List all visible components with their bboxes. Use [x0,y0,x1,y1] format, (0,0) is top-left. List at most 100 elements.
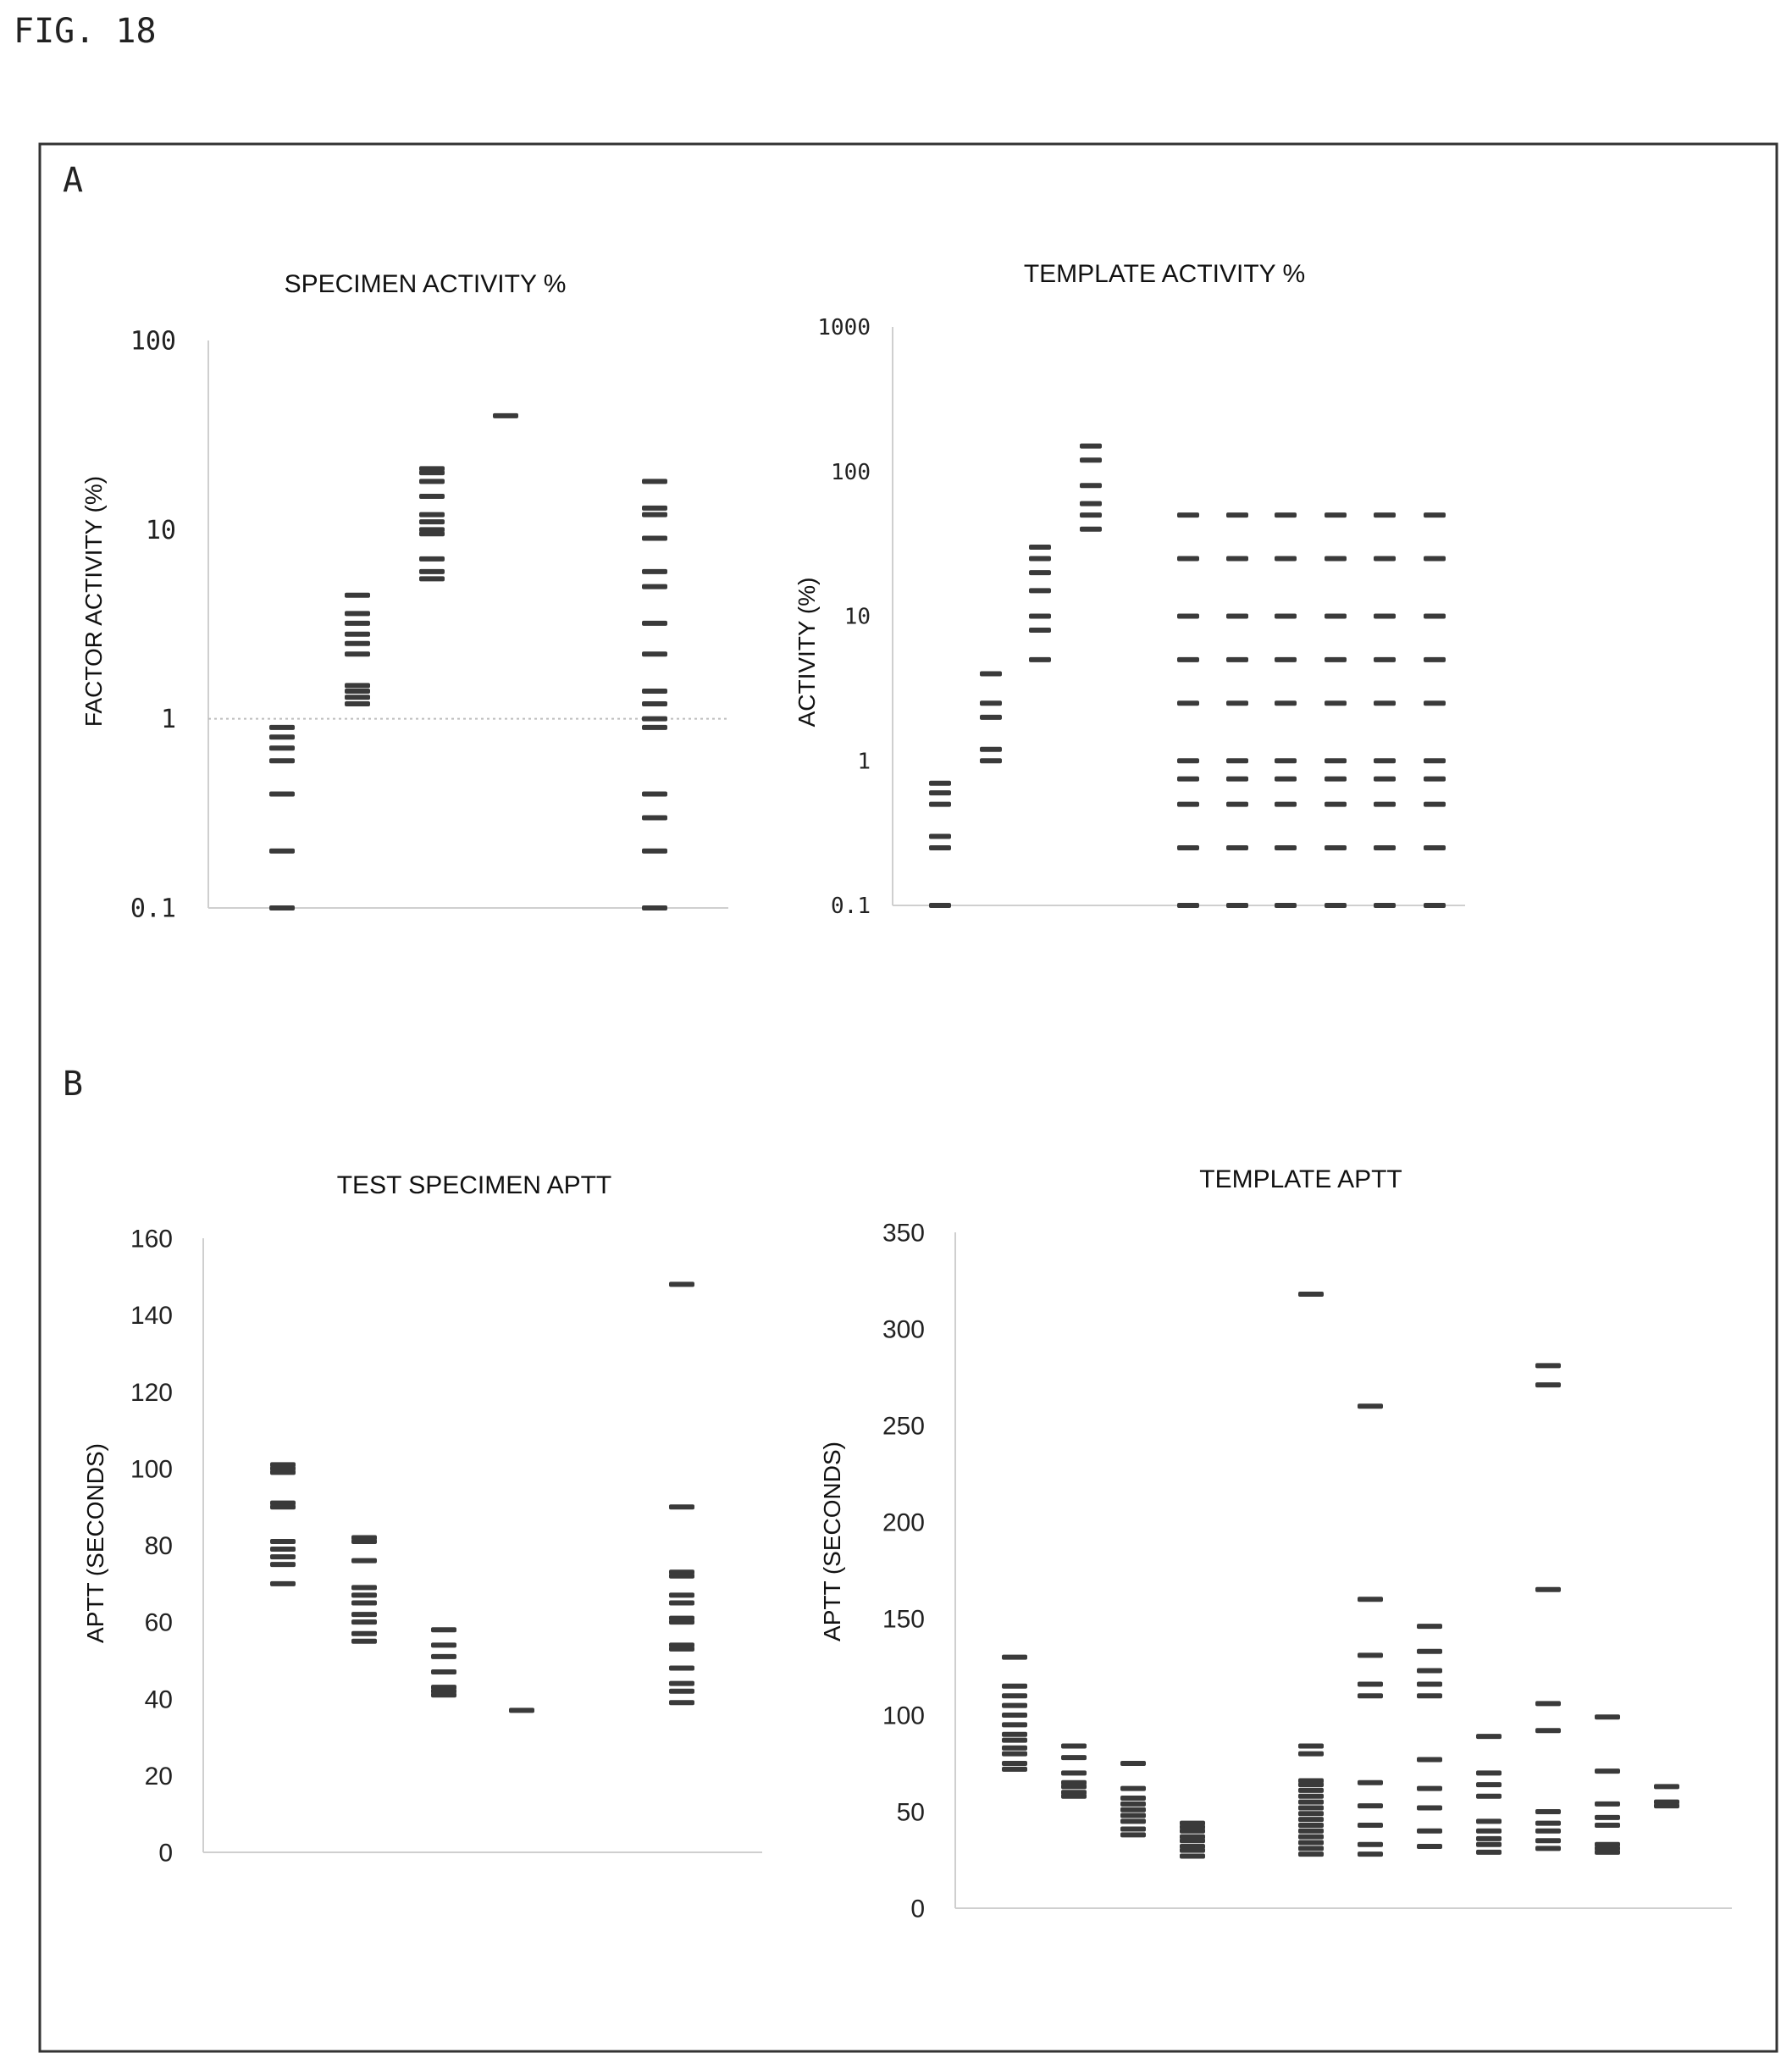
panel-b-letter: B [63,1065,83,1104]
data-point [1177,613,1199,619]
data-point [1177,801,1199,807]
data-point [345,631,370,637]
data-point [270,1500,296,1506]
data-point [269,724,295,730]
data-point [1374,700,1396,706]
data-point [669,1573,694,1579]
data-point [642,716,667,722]
data-point [270,1562,296,1568]
data-point [1180,1828,1205,1834]
data-point [1180,1838,1205,1844]
chart-title: SPECIMEN ACTIVITY % [285,270,567,298]
y-tick-label: 350 [882,1220,925,1248]
data-point [1535,1728,1561,1734]
data-point [1424,776,1446,782]
y-tick-label: 250 [882,1413,925,1441]
data-point [1029,588,1051,594]
data-point [1061,1770,1087,1776]
y-tick-label: 120 [130,1379,173,1407]
data-point [669,1646,694,1652]
data-point [419,470,445,476]
data-point [669,1642,694,1648]
data-point [345,592,370,598]
data-point [1298,1834,1324,1840]
data-point [980,700,1002,706]
data-point [419,568,445,574]
data-point [642,905,667,910]
data-point [1417,1844,1442,1850]
data-point [1226,776,1248,782]
data-point [431,1669,456,1675]
data-point [1325,845,1347,851]
data-point [269,848,295,854]
data-point [1424,700,1446,706]
data-point [1374,776,1396,782]
data-point [669,1700,694,1706]
data-point [431,1688,456,1694]
data-point [1595,1801,1620,1807]
data-point [1061,1790,1087,1796]
data-point [1002,1731,1027,1737]
data-point [1476,1818,1502,1824]
data-point [1298,1751,1324,1757]
y-tick-label: 1000 [817,315,871,340]
data-point [642,700,667,706]
data-point [669,1600,694,1606]
y-tick-label: 80 [145,1532,173,1560]
y-tick-label: 40 [145,1685,173,1713]
data-point [1080,526,1102,532]
data-point [1061,1755,1087,1761]
data-point [980,671,1002,677]
data-point [1476,1770,1502,1776]
data-point [1654,1784,1679,1790]
data-point [1061,1779,1087,1785]
data-point [1029,545,1051,551]
data-point [1476,1793,1502,1799]
data-point [1029,656,1051,662]
data-point [1298,1793,1324,1799]
data-point [642,568,667,574]
data-point [1424,512,1446,518]
y-tick-label: 100 [130,1455,173,1483]
data-point [419,527,445,533]
data-point [1177,700,1199,706]
data-point [1417,1648,1442,1654]
data-point [1325,776,1347,782]
data-point [1358,1822,1383,1828]
data-point [1120,1785,1146,1791]
data-point [1535,1363,1561,1369]
data-point [1595,1841,1620,1847]
data-point [1002,1737,1027,1743]
data-point [1180,1820,1205,1826]
data-point [929,801,951,807]
data-point [351,1538,377,1544]
data-point [1177,758,1199,764]
data-point [1325,656,1347,662]
data-point [1417,1757,1442,1763]
data-point [345,683,370,689]
data-point [1417,1785,1442,1791]
data-point [669,1619,694,1625]
data-point [1424,801,1446,807]
data-point [419,479,445,484]
data-point [1180,1834,1205,1840]
y-tick-label: 10 [146,516,176,545]
data-point [1417,1668,1442,1674]
y-tick-label: 100 [882,1702,925,1730]
data-point [1120,1801,1146,1807]
data-point [1476,1849,1502,1855]
data-point [1417,1624,1442,1630]
data-point [431,1627,456,1633]
data-point [1080,457,1102,463]
data-point [1325,613,1347,619]
data-point [980,746,1002,752]
data-point [1358,1652,1383,1658]
data-point [642,815,667,821]
data-point [1226,758,1248,764]
data-point [1374,758,1396,764]
data-point [270,1580,296,1586]
data-point [351,1558,377,1564]
data-point [642,479,667,484]
data-point [1275,845,1297,851]
